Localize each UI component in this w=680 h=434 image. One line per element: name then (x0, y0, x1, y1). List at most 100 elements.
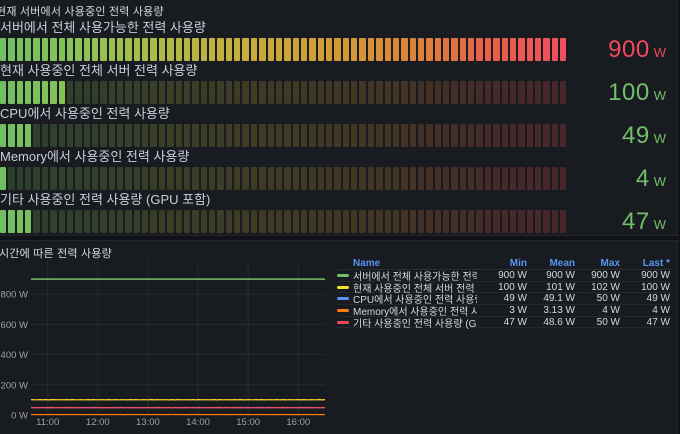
gauge-cell-lit (443, 38, 450, 61)
gauge-cell-unlit (267, 124, 274, 147)
gauge-cell-unlit (376, 124, 383, 147)
gauge-cell-unlit (493, 124, 500, 147)
legend-series-name[interactable]: Memory에서 사용중인 전력 사용량 (353, 307, 477, 319)
legend-header-max[interactable]: Max (600, 257, 620, 269)
gauge-cell-unlit (359, 210, 366, 233)
legend-series-name[interactable]: CPU에서 사용중인 전력 사용량 (353, 295, 477, 307)
legend-cell-min: 100 W (498, 281, 527, 293)
legend-header-mean[interactable]: Mean (549, 257, 575, 269)
gauge-cell-unlit (217, 81, 224, 104)
gauge-cell-unlit (217, 124, 224, 147)
legend-cell-last: 100 W (641, 281, 670, 293)
gauge-cell-unlit (342, 210, 350, 233)
gauge-cell-lit (25, 38, 32, 61)
gauge-cell-unlit (192, 167, 199, 190)
gauge-cell-lit (259, 38, 266, 61)
gauge-cell-unlit (443, 210, 450, 233)
gauge-cell-unlit (58, 210, 65, 233)
gauge-cell-unlit (434, 210, 442, 233)
gauge-cell-unlit (468, 124, 475, 147)
gauge-cell-unlit (200, 81, 207, 104)
gauge-cell-unlit (543, 81, 550, 104)
gauge-cell-unlit (384, 124, 391, 147)
gauge-cell-unlit (41, 167, 49, 190)
gauge-cell-unlit (551, 167, 559, 190)
gauge-cell-lit (8, 210, 15, 233)
gauge-cell-unlit (292, 81, 299, 104)
legend-series-marker (337, 297, 349, 301)
gauge-cell-unlit (208, 81, 216, 104)
gauge-cell-unlit (33, 210, 40, 233)
power-usage-chart[interactable]: 0 W 200 W 400 W 600 W 800 W 11:00 12:00 13:00 14… (0, 241, 345, 434)
legend-cell-mean: 101 W (546, 281, 575, 293)
legend-cell-mean: 48.6 W (543, 316, 575, 328)
legend-series-marker (337, 285, 349, 289)
gauge-cell-unlit (200, 167, 207, 190)
y-axis-label: 800 W (1, 290, 28, 301)
timeseries-panel: 시간에 따른 전력 사용량 0 W 200 W 400 W 600 W 800 W 11:… (0, 240, 678, 434)
gauge-cell-lit (150, 38, 157, 61)
gauge-cell-lit (0, 167, 7, 190)
gauge-cell-unlit (292, 167, 299, 190)
gauge-cell-lit (158, 38, 166, 61)
gauge-cell-unlit (242, 124, 249, 147)
gauge-cell-unlit (117, 210, 124, 233)
gauge-cell-lit (100, 38, 107, 61)
gauge-cell-lit (208, 38, 216, 61)
gauge-cell-lit (25, 81, 32, 104)
gauge-cell-unlit (16, 167, 24, 190)
gauge-value: 100 W (608, 79, 666, 106)
x-axis-label: 13:00 (136, 417, 160, 428)
gauge-cell-unlit (409, 81, 416, 104)
gauge-cell-unlit (142, 81, 149, 104)
legend-series-name-cell: Memory에서 사용중인 전력 사용량 (337, 303, 477, 318)
gauge-cell-unlit (376, 167, 383, 190)
gauge-cell-unlit (284, 124, 291, 147)
legend-series-name[interactable]: 서버에서 전체 사용가능한 전력 사용량 (353, 272, 477, 283)
gauge-cell-unlit (518, 167, 525, 190)
gauge-cell-lit (417, 38, 425, 61)
gauge-cell-unlit (133, 81, 141, 104)
legend-header-last[interactable]: Last * (642, 257, 670, 269)
gauge-cell-unlit (543, 210, 550, 233)
gauge-cell-unlit (401, 210, 408, 233)
gauge-cell-unlit (535, 167, 542, 190)
gauge-panel-title[interactable]: 현재 서버에서 사용중인 전력 사용량 (0, 6, 164, 18)
gauge-cell-lit (317, 38, 325, 61)
gauge-cell-unlit (142, 210, 149, 233)
gauge-cell-lit (476, 38, 483, 61)
legend-series-name[interactable]: 현재 사용중인 전체 서버 전력 사용량 (353, 283, 477, 295)
legend-series-name-cell: CPU에서 사용중인 전력 사용량 (337, 291, 477, 306)
legend-cell-min: 47 W (503, 316, 527, 328)
gauge-cell-unlit (259, 210, 266, 233)
legend-row-3: Memory에서 사용중인 전력 사용량 3 W 3.13 W 4 W 4 W (337, 303, 671, 318)
gauge-cell-unlit (200, 124, 207, 147)
gauge-cell-unlit (133, 167, 141, 190)
legend-row-4: 기타 사용중인 전력 사용량 (GPU 포함) 47 W 48.6 W 50 W 47 … (337, 316, 671, 330)
gauge-cell-unlit (250, 167, 258, 190)
timeseries-panel-title[interactable]: 시간에 따른 전력 사용량 (0, 248, 112, 260)
gauge-cell-unlit (484, 167, 492, 190)
gauge-cell-unlit (451, 81, 458, 104)
gauge-cell-unlit (351, 210, 358, 233)
gauge-bar (0, 38, 567, 61)
legend-cell-max: 900 W (591, 270, 620, 281)
gauge-cell-unlit (476, 124, 483, 147)
gauge-cell-unlit (409, 167, 416, 190)
gauge-cell-unlit (66, 167, 74, 190)
gauge-cell-lit (551, 38, 559, 61)
gauge-cell-lit (484, 38, 492, 61)
gauge-bar (0, 124, 567, 147)
gauge-cell-unlit (125, 81, 132, 104)
legend-series-marker (337, 274, 349, 277)
gauge-cell-unlit (317, 167, 325, 190)
legend-header-min[interactable]: Min (509, 257, 527, 269)
legend-header-name[interactable]: Name (353, 257, 381, 269)
gauge-row-4: 기타 사용중인 전력 사용량 (GPU 포함) 47 W (0, 193, 666, 234)
gauge-cell-lit (50, 38, 57, 61)
gauge-cell-lit (125, 38, 132, 61)
gauge-cell-lit (459, 38, 467, 61)
legend-series-name[interactable]: 기타 사용중인 전력 사용량 (GPU 포함) (353, 318, 477, 330)
gauge-value-number: 100 (608, 79, 650, 106)
gauge-cell-unlit (443, 167, 450, 190)
